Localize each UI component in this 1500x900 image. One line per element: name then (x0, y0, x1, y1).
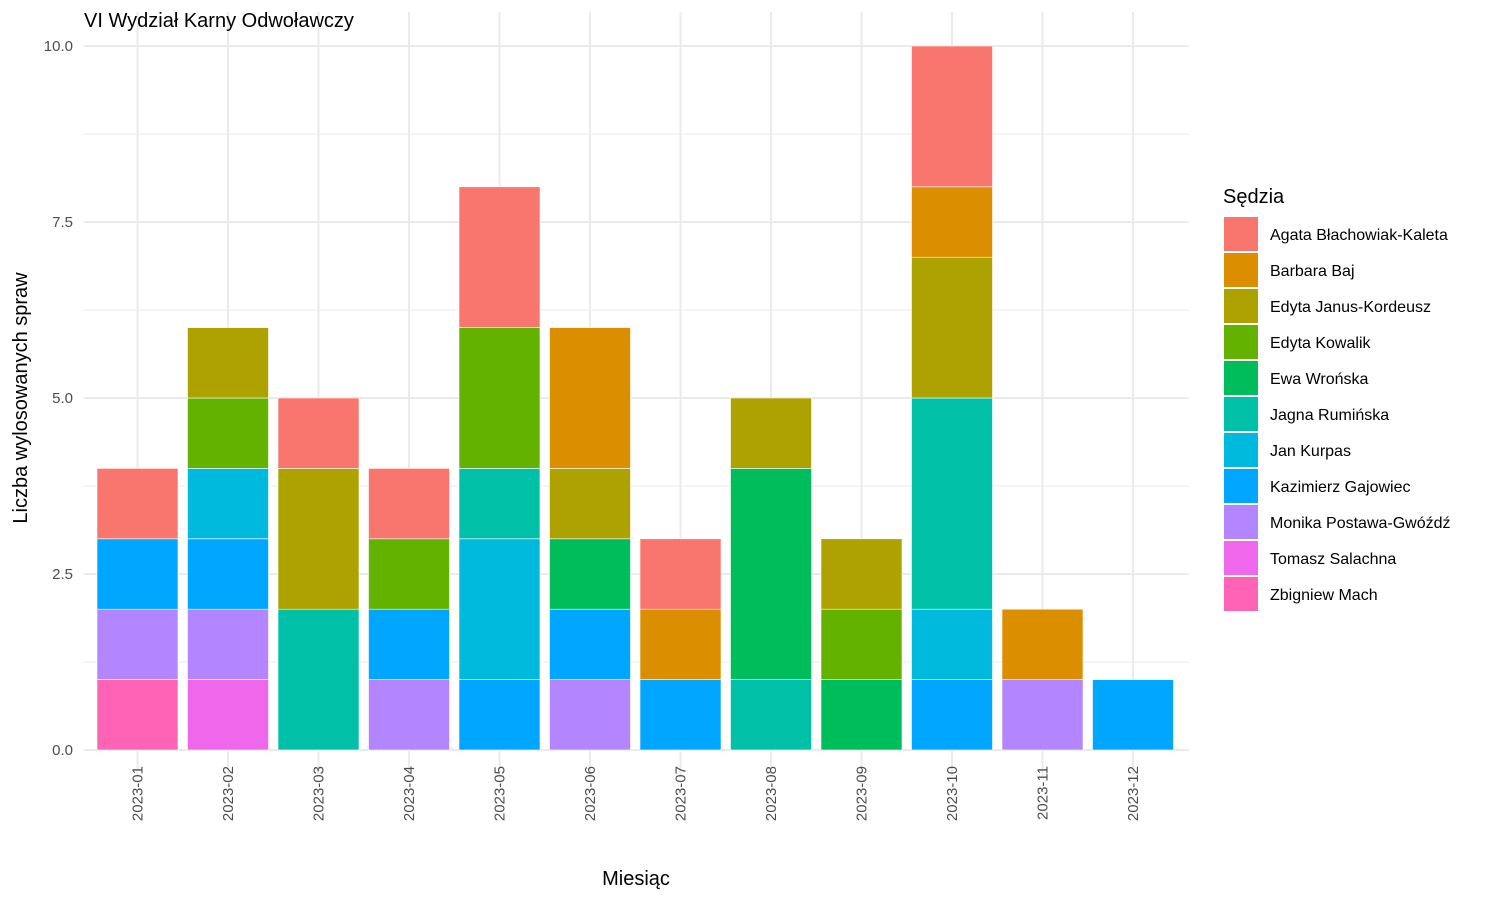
bar-segment (187, 538, 269, 610)
legend-swatch (1224, 325, 1258, 359)
bar-segment (820, 538, 903, 610)
legend-swatch (1224, 505, 1258, 539)
y-axis-ticks: 0.0 2.5 5.0 7.5 10.0 (44, 38, 73, 759)
legend-swatch (1224, 541, 1258, 575)
bar-segment (96, 468, 179, 540)
x-tick-label: 2023-10 (944, 766, 961, 821)
bar-segment (368, 608, 450, 680)
y-tick-label: 10.0 (44, 38, 73, 55)
bar-segment (911, 608, 993, 680)
y-tick-label: 2.5 (52, 566, 73, 583)
bar-segment (368, 468, 450, 540)
x-axis-ticks: 2023-01 2023-02 2023-03 2023-04 2023-05 2023-… (130, 766, 1143, 821)
bar-segment (639, 538, 722, 610)
bar-segment (549, 468, 631, 540)
x-tick-label: 2023-09 (854, 766, 871, 821)
legend-swatch (1224, 217, 1258, 251)
legend-label: Jagna Rumińska (1270, 407, 1389, 424)
bar-segment (911, 397, 993, 610)
x-tick-label: 2023-11 (1035, 766, 1052, 820)
bar-segment (187, 327, 269, 399)
bar-segment (458, 468, 541, 540)
bar-segment (1001, 608, 1084, 680)
x-tick-label: 2023-03 (311, 766, 328, 821)
bar-segment (187, 679, 269, 751)
legend-swatch (1224, 469, 1258, 503)
legend-swatch (1224, 397, 1258, 431)
legend: Sędzia Agata Błachowiak-Kaleta Barbara Ba… (1223, 186, 1451, 611)
bar-segment (96, 679, 179, 751)
y-axis-title: Liczba wylosowanych spraw (10, 272, 32, 524)
x-axis-title: Miesiąc (602, 868, 670, 890)
chart-title: VI Wydział Karny Odwoławczy (84, 10, 354, 32)
legend-label: Jan Kurpas (1270, 443, 1351, 460)
bars (96, 45, 1174, 751)
legend-title: Sędzia (1223, 186, 1285, 208)
bar-segment (187, 397, 269, 469)
legend-label: Edyta Kowalik (1270, 335, 1371, 352)
legend-swatch (1224, 253, 1258, 287)
y-tick-label: 0.0 (52, 742, 73, 759)
legend-label: Zbigniew Mach (1270, 587, 1378, 604)
bar-segment (911, 186, 993, 258)
legend-label: Monika Postawa-Gwóźdź (1270, 515, 1451, 532)
x-tick-label: 2023-06 (582, 766, 599, 821)
legend-label: Tomasz Salachna (1270, 551, 1396, 568)
bar-segment (911, 45, 993, 188)
bar-segment (911, 679, 993, 751)
bar-segment (549, 327, 631, 469)
x-tick-label: 2023-04 (401, 766, 418, 821)
x-tick-label: 2023-05 (492, 766, 509, 821)
legend-swatch (1224, 433, 1258, 467)
bar-segment (277, 608, 360, 751)
legend-swatch (1224, 289, 1258, 323)
bar-segment (820, 679, 903, 751)
bar-segment (549, 608, 631, 680)
bar-segment (96, 608, 179, 680)
legend-label: Edyta Janus-Kordeusz (1270, 299, 1431, 316)
legend-swatch (1224, 577, 1258, 611)
bar-segment (96, 538, 179, 610)
bar-segment (639, 679, 722, 751)
bar-segment (639, 608, 722, 680)
bar-segment (911, 256, 993, 399)
bar-segment (277, 468, 360, 610)
x-tick-label: 2023-12 (1125, 766, 1142, 821)
bar-segment (820, 608, 903, 680)
bar-segment (730, 679, 812, 751)
bar-segment (458, 186, 541, 328)
bar-segment (187, 608, 269, 680)
x-tick-label: 2023-01 (130, 766, 147, 821)
bar-segment (1092, 679, 1174, 751)
legend-label: Barbara Baj (1270, 263, 1355, 280)
bar-segment (458, 538, 541, 680)
bar-segment (730, 468, 812, 680)
legend-label: Agata Błachowiak-Kaleta (1270, 227, 1448, 244)
x-tick-label: 2023-07 (673, 766, 690, 821)
bar-segment (368, 538, 450, 610)
bar-segment (277, 397, 360, 469)
legend-label: Ewa Wrońska (1270, 371, 1369, 388)
bar-segment (549, 679, 631, 751)
bar-segment (730, 397, 812, 469)
x-tick-label: 2023-02 (220, 766, 237, 821)
legend-label: Kazimierz Gajowiec (1270, 479, 1410, 496)
bar-segment (549, 538, 631, 610)
x-tick-label: 2023-08 (763, 766, 780, 821)
legend-swatch (1224, 361, 1258, 395)
y-tick-label: 5.0 (52, 390, 73, 407)
bar-segment (458, 327, 541, 469)
bar-segment (458, 679, 541, 751)
bar-segment (1001, 679, 1084, 751)
bar-segment (187, 468, 269, 540)
y-tick-label: 7.5 (52, 214, 73, 231)
bar-segment (368, 679, 450, 751)
